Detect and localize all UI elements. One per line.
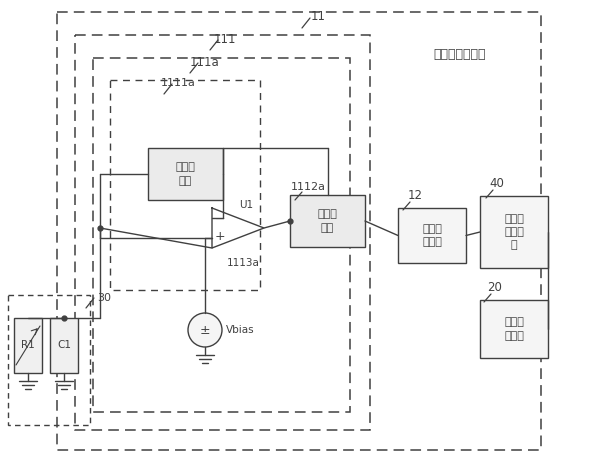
- Text: C1: C1: [57, 341, 71, 350]
- Text: ±: ±: [200, 324, 210, 336]
- Bar: [290, 195, 365, 247]
- Text: 1112a: 1112a: [290, 182, 325, 192]
- Text: 111: 111: [214, 33, 236, 46]
- Text: +: +: [215, 230, 225, 244]
- Bar: [480, 196, 548, 268]
- Bar: [480, 300, 548, 358]
- Bar: [398, 208, 466, 263]
- Bar: [75, 35, 370, 430]
- Text: 11: 11: [310, 10, 325, 23]
- Text: 20: 20: [488, 281, 502, 294]
- Bar: [14, 318, 42, 373]
- Bar: [93, 58, 350, 412]
- Text: U1: U1: [239, 200, 253, 210]
- Bar: [8, 295, 90, 425]
- Text: 模数转
换电路: 模数转 换电路: [504, 317, 524, 341]
- Bar: [50, 318, 78, 373]
- Text: Vbias: Vbias: [226, 325, 255, 335]
- Bar: [57, 12, 541, 450]
- Text: 纳米孔测序电路: 纳米孔测序电路: [434, 49, 486, 62]
- Text: 多通道
选择电
路: 多通道 选择电 路: [504, 214, 524, 250]
- Text: 111a: 111a: [190, 56, 220, 69]
- Text: R1: R1: [21, 341, 35, 350]
- Bar: [110, 80, 260, 290]
- Text: 1111a: 1111a: [161, 78, 196, 88]
- Circle shape: [188, 313, 222, 347]
- Text: 1113a: 1113a: [227, 258, 259, 268]
- Text: 40: 40: [490, 177, 504, 190]
- Text: −: −: [215, 212, 225, 226]
- Bar: [148, 148, 223, 200]
- Text: 第二晶
体管: 第二晶 体管: [318, 210, 338, 233]
- Text: 30: 30: [97, 293, 111, 303]
- Text: 第一晶
体管: 第一晶 体管: [176, 162, 196, 186]
- Text: 电压转
换电路: 电压转 换电路: [422, 224, 442, 247]
- Text: 12: 12: [407, 189, 422, 202]
